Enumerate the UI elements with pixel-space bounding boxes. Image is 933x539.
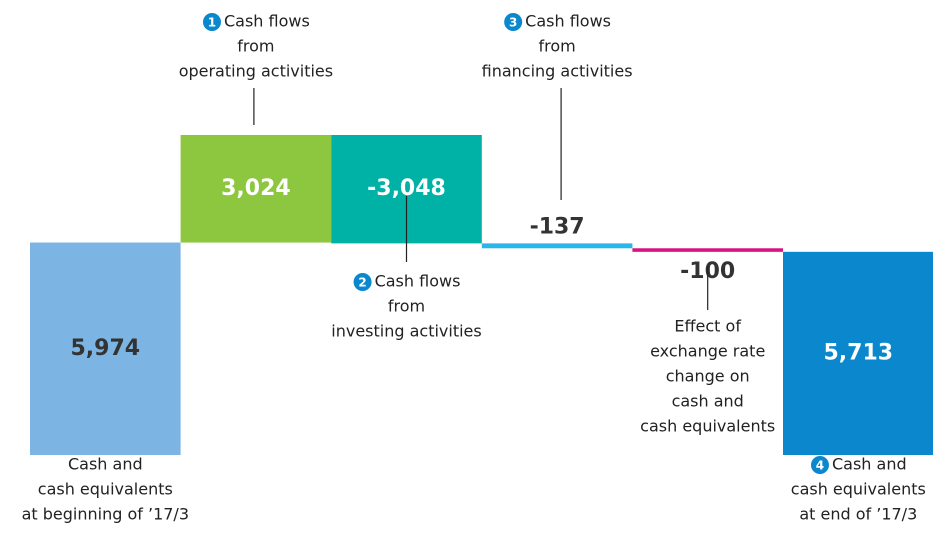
category-label: at beginning of ’17/3 — [22, 505, 189, 524]
bar — [30, 242, 181, 455]
bar — [481, 243, 633, 249]
category-label: financing activities — [482, 62, 633, 81]
category-label: change on — [666, 367, 750, 386]
value-label: 3,024 — [221, 176, 291, 201]
category-label: Cash and — [832, 455, 907, 474]
badge-circle — [353, 273, 372, 291]
category-label: Effect of — [674, 317, 741, 336]
category-label: from — [237, 37, 274, 56]
category-label: cash equivalents — [640, 417, 775, 436]
category-label: at end of ’17/3 — [799, 505, 917, 524]
bar — [783, 251, 933, 455]
category-label: exchange rate — [650, 342, 765, 361]
category-label: from — [388, 297, 425, 316]
badge-number: 1 — [208, 16, 216, 30]
category-label: Cash flows — [375, 272, 461, 291]
category-label: from — [538, 37, 575, 56]
category-label: investing activities — [331, 322, 481, 341]
category-label: Cash and — [68, 455, 143, 474]
bar — [180, 135, 332, 243]
category-label: operating activities — [179, 62, 333, 81]
bar — [632, 248, 783, 252]
value-label: 5,974 — [71, 336, 141, 361]
category-label: cash equivalents — [38, 480, 173, 499]
badge-circle — [202, 13, 221, 31]
category-label: Cash flows — [525, 12, 611, 31]
badge-number: 3 — [509, 16, 517, 30]
badge-number: 4 — [816, 459, 824, 473]
category-label: Cash flows — [224, 12, 310, 31]
value-label: 5,713 — [824, 340, 894, 365]
category-label: cash and — [672, 392, 744, 411]
category-label: cash equivalents — [791, 480, 926, 499]
badge-circle — [810, 456, 829, 474]
badge-circle — [504, 13, 523, 31]
value-label: -137 — [530, 214, 585, 239]
badge-number: 2 — [358, 276, 366, 290]
